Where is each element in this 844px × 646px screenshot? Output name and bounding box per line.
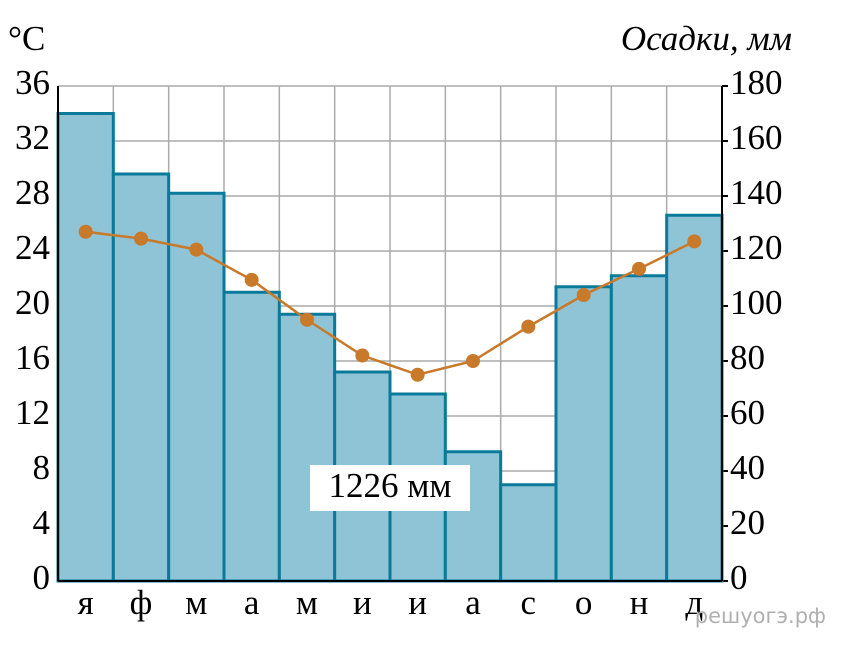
x-tick-label: я: [78, 583, 94, 622]
bar: [665, 213, 724, 583]
y-tick-label: 20: [15, 283, 50, 322]
temperature-point: [355, 348, 370, 363]
x-tick-label: и: [408, 583, 427, 622]
y2-axis-title: Осадки, мм: [621, 19, 792, 58]
y2-tick-label: 40: [730, 448, 765, 487]
y2-tick-label: 180: [730, 63, 783, 102]
y2-tick-label: 160: [730, 118, 783, 157]
temperature-point: [687, 234, 702, 249]
temperature-point: [300, 312, 314, 327]
bar: [609, 274, 669, 583]
y-tick-label: 4: [33, 503, 51, 542]
y-tick-label: 16: [15, 338, 50, 377]
temperature-point: [632, 261, 646, 276]
x-tick-label: м: [296, 583, 318, 622]
y2-tick-label: 120: [730, 228, 783, 267]
temperature-point: [521, 319, 536, 334]
annotation-bg: [310, 465, 470, 511]
y2-tick-label: 60: [730, 393, 765, 432]
temperature-point: [410, 367, 425, 382]
y-tick-label: 0: [33, 558, 51, 597]
y-tick-label: 28: [15, 173, 50, 212]
bar: [222, 290, 281, 583]
x-tick-label: а: [465, 583, 481, 622]
watermark: решуогэ.рф: [695, 604, 826, 628]
y2-tick-label: 0: [730, 558, 748, 597]
temperature-point: [78, 224, 93, 239]
y2-tick-label: 100: [730, 283, 783, 322]
bar: [554, 285, 613, 583]
bar: [277, 312, 337, 583]
temperature-point: [576, 288, 591, 302]
x-tick-label: а: [244, 583, 260, 622]
bar: [499, 483, 558, 583]
y2-tick-label: 80: [730, 338, 765, 377]
temperature-point: [134, 231, 148, 246]
y-axis-title: °C: [8, 19, 45, 58]
x-tick-label: и: [353, 583, 372, 622]
y-tick-label: 24: [15, 228, 50, 267]
temperature-point: [189, 242, 204, 257]
x-tick-label: ф: [130, 583, 153, 622]
y2-tick-label: 140: [730, 173, 783, 212]
x-tick-label: н: [630, 583, 649, 622]
temperature-point: [244, 272, 259, 287]
x-tick-label: с: [521, 583, 537, 622]
temperature-line: [85, 230, 695, 377]
y2-tick-label: 20: [730, 503, 765, 542]
bar: [56, 112, 115, 583]
y-tick-label: 32: [15, 118, 50, 157]
annotation: 1226 мм: [328, 466, 451, 505]
x-tick-label: м: [185, 583, 207, 622]
x-tick-label: о: [575, 583, 593, 622]
x-tick-label: д: [685, 583, 703, 622]
y-tick-label: 8: [33, 448, 51, 487]
temperature-point: [466, 354, 480, 368]
y-tick-label: 36: [15, 63, 50, 102]
y-tick-label: 12: [15, 393, 50, 432]
